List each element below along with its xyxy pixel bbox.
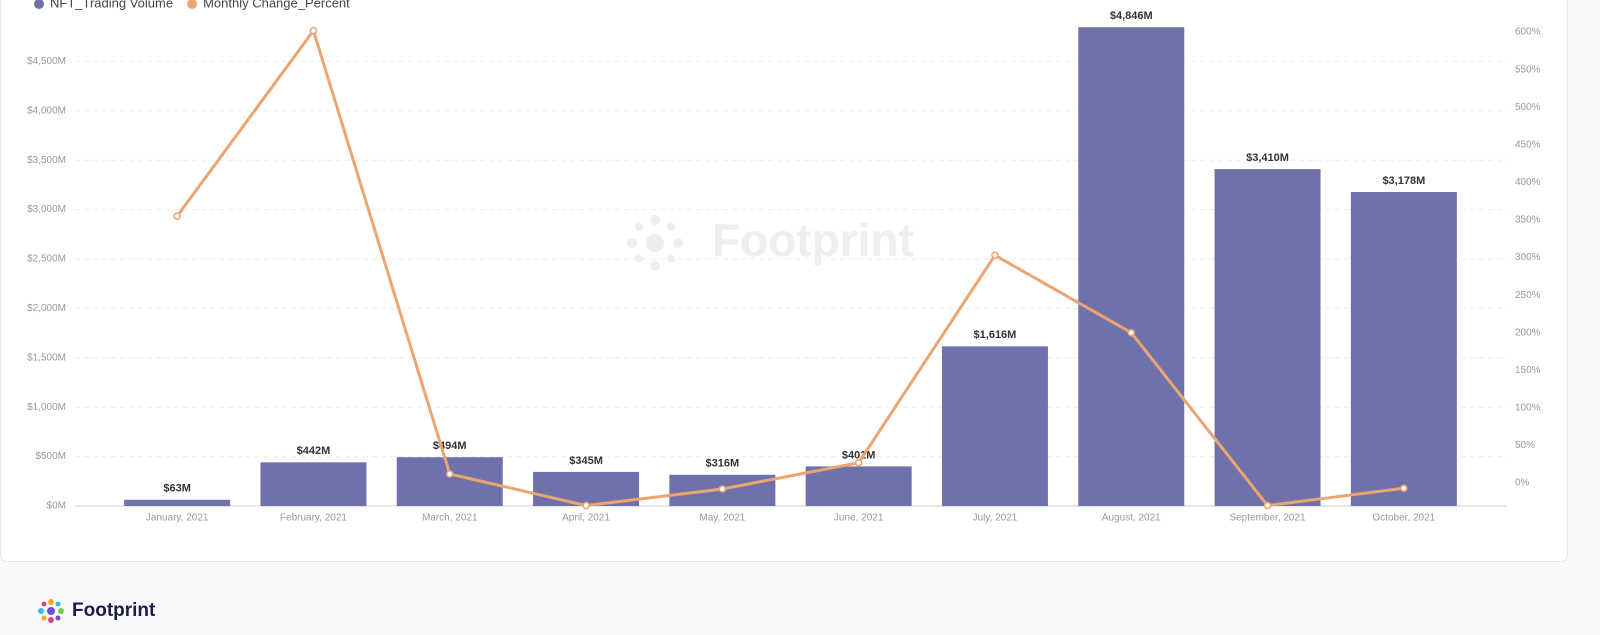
x-tick-label: October, 2021: [1372, 513, 1435, 524]
y-tick-label: $1,000M: [27, 402, 66, 413]
y-tick-label: $3,500M: [27, 155, 66, 166]
line: [175, 27, 1405, 508]
line-point: [309, 26, 318, 35]
value-label: $494M: [433, 440, 467, 452]
x-tick-label: September, 2021: [1229, 513, 1306, 524]
watermark-icon: [627, 215, 683, 271]
x-tick-label: August, 2021: [1102, 513, 1161, 524]
x-tick-label: June, 2021: [834, 513, 884, 524]
y-tick-label: $4,500M: [27, 56, 66, 67]
bar: [124, 499, 231, 506]
value-label: $1,616M: [974, 329, 1017, 341]
x-tick-label: March, 2021: [422, 513, 478, 524]
y2-tick-label: 350%: [1515, 215, 1541, 226]
y-tick-label: $2,500M: [27, 254, 66, 265]
legend-marker: [34, 0, 44, 9]
bar: [941, 346, 1048, 506]
value-label: $3,178M: [1382, 175, 1425, 187]
legend-marker: [187, 0, 198, 9]
y-tick-label: $0M: [47, 501, 66, 512]
line-point: [1127, 328, 1135, 337]
y2-tick-label: 500%: [1515, 102, 1541, 113]
y2-tick-label: 0%: [1515, 478, 1530, 489]
legend-label: NFT_Trading Volume: [50, 0, 173, 10]
bar: [805, 466, 912, 506]
bar: [1078, 27, 1185, 506]
value-label: $4,846M: [1110, 10, 1153, 22]
y-tick-label: $500M: [35, 451, 66, 462]
y-tick-label: $1,500M: [27, 352, 66, 363]
line-point: [991, 251, 999, 260]
x-tick-label: April, 2021: [562, 513, 610, 524]
value-label: $345M: [569, 455, 603, 467]
y2-tick-label: 50%: [1515, 440, 1535, 451]
y2-tick-label: 550%: [1515, 64, 1541, 75]
y2-tick-label: 300%: [1515, 252, 1541, 263]
y-tick-label: $3,000M: [27, 204, 66, 215]
bar: [260, 462, 367, 506]
footer-logo-icon: [38, 599, 64, 623]
x-tick-label: January, 2021: [146, 513, 209, 524]
y2-tick-label: 400%: [1515, 177, 1541, 188]
y2-tick-label: 450%: [1515, 139, 1541, 150]
y2-tick-label: 100%: [1515, 402, 1541, 413]
value-label: $442M: [297, 445, 331, 457]
line-point: [1400, 484, 1408, 493]
line-point: [718, 485, 727, 493]
value-label: $3,410M: [1246, 152, 1289, 164]
line-point: [446, 470, 454, 478]
x-tick-label: July, 2021: [973, 513, 1018, 524]
x-tick-label: February, 2021: [280, 513, 348, 524]
x-tick-label: May, 2021: [699, 513, 745, 524]
line-point: [1263, 501, 1272, 510]
y-tick-label: $4,000M: [27, 105, 66, 116]
value-label: $63M: [163, 483, 191, 495]
chart: Footprint $0M $500M $1,000M $1,500M $2,000M $…: [27, 0, 1541, 524]
line-point: [854, 458, 863, 467]
watermark: Footprint: [712, 214, 914, 266]
line-point: [582, 501, 590, 510]
y-tick-label: $2,000M: [27, 303, 66, 314]
y2-tick-label: 150%: [1515, 365, 1541, 376]
y2-tick-label: 200%: [1515, 327, 1541, 338]
value-label: $316M: [706, 458, 740, 470]
y2-tick-label: 600%: [1515, 27, 1541, 38]
bar: [1214, 169, 1321, 507]
footer: Footprint: [34, 598, 155, 624]
legend-label: Monthly Change_Percent: [203, 0, 350, 10]
footer-brand: Footprint: [72, 600, 156, 621]
bar: [1350, 192, 1457, 506]
line-point: [173, 212, 181, 220]
y2-tick-label: 250%: [1515, 290, 1541, 301]
